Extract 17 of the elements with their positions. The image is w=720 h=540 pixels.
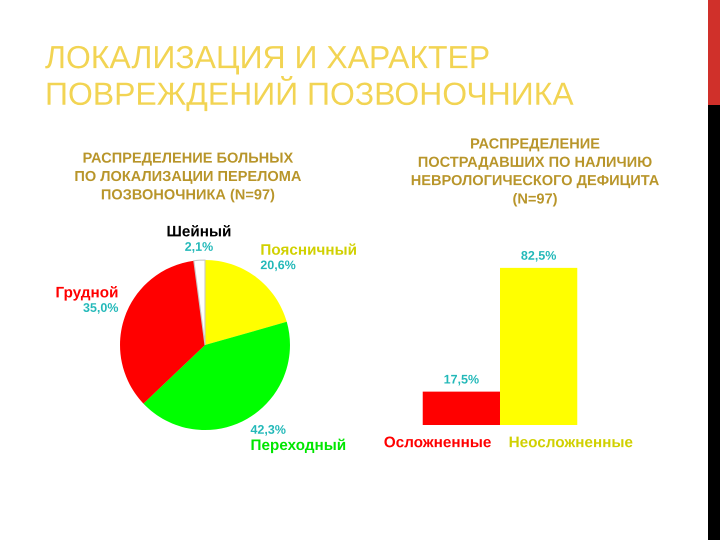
slice-label: Поясничный [261, 243, 356, 255]
pie-slice [193, 259, 206, 346]
data-label: 42,3% [250, 425, 286, 436]
chart-title: РАСПРЕДЕЛЕНИЕ ПОСТРАДАВШИХ ПО НАЛИЧИЮ НЕВРОЛОГИЧЕСКОГО ДЕФИЦИТА (N=97) [412, 138, 659, 207]
slice-label: Переходный [251, 438, 346, 454]
slice-label: Шейный [168, 224, 230, 237]
pie-slice [120, 260, 205, 404]
text: ЛОКАЛИЗАЦИЯ И ХАРАКТЕР ПОВРЕЖДЕНИЙ ПОЗВОНОЧНИКА [45, 46, 574, 112]
data-label: 17,5% [444, 374, 479, 386]
slice-label: Грудной [56, 286, 118, 301]
chart-title: РАСПРЕДЕЛЕНИЕ БОЛЬНЫХ ПО ЛОКАЛИЗАЦИИ ПЕРЕЛОМА ПОЗВОНОЧНИКА (N=97) [75, 152, 302, 202]
data-label: 20,6% [260, 260, 296, 272]
data-label: 2,1% [185, 242, 213, 253]
data-label: 82,5% [521, 250, 556, 262]
x-tick-label: Неосложненные [510, 436, 632, 448]
data-label: 35,0% [83, 303, 118, 314]
x-tick-label: Осложненные [384, 436, 491, 448]
